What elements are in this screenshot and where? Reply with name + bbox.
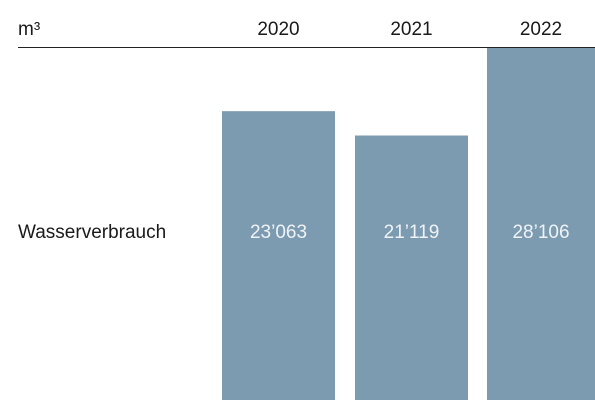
value-label: 28’106 [512,222,569,243]
value-label: 21’119 [384,222,440,243]
x-tick-label: 2022 [520,19,562,40]
bar [355,135,468,400]
value-label: 23’063 [250,222,307,243]
x-tick-label: 2020 [257,19,299,40]
bar [222,111,335,400]
bar [487,48,595,400]
unit-label: m³ [18,19,40,40]
x-tick-label: 2021 [390,19,432,40]
series-label: Wasserverbrauch [18,222,166,243]
